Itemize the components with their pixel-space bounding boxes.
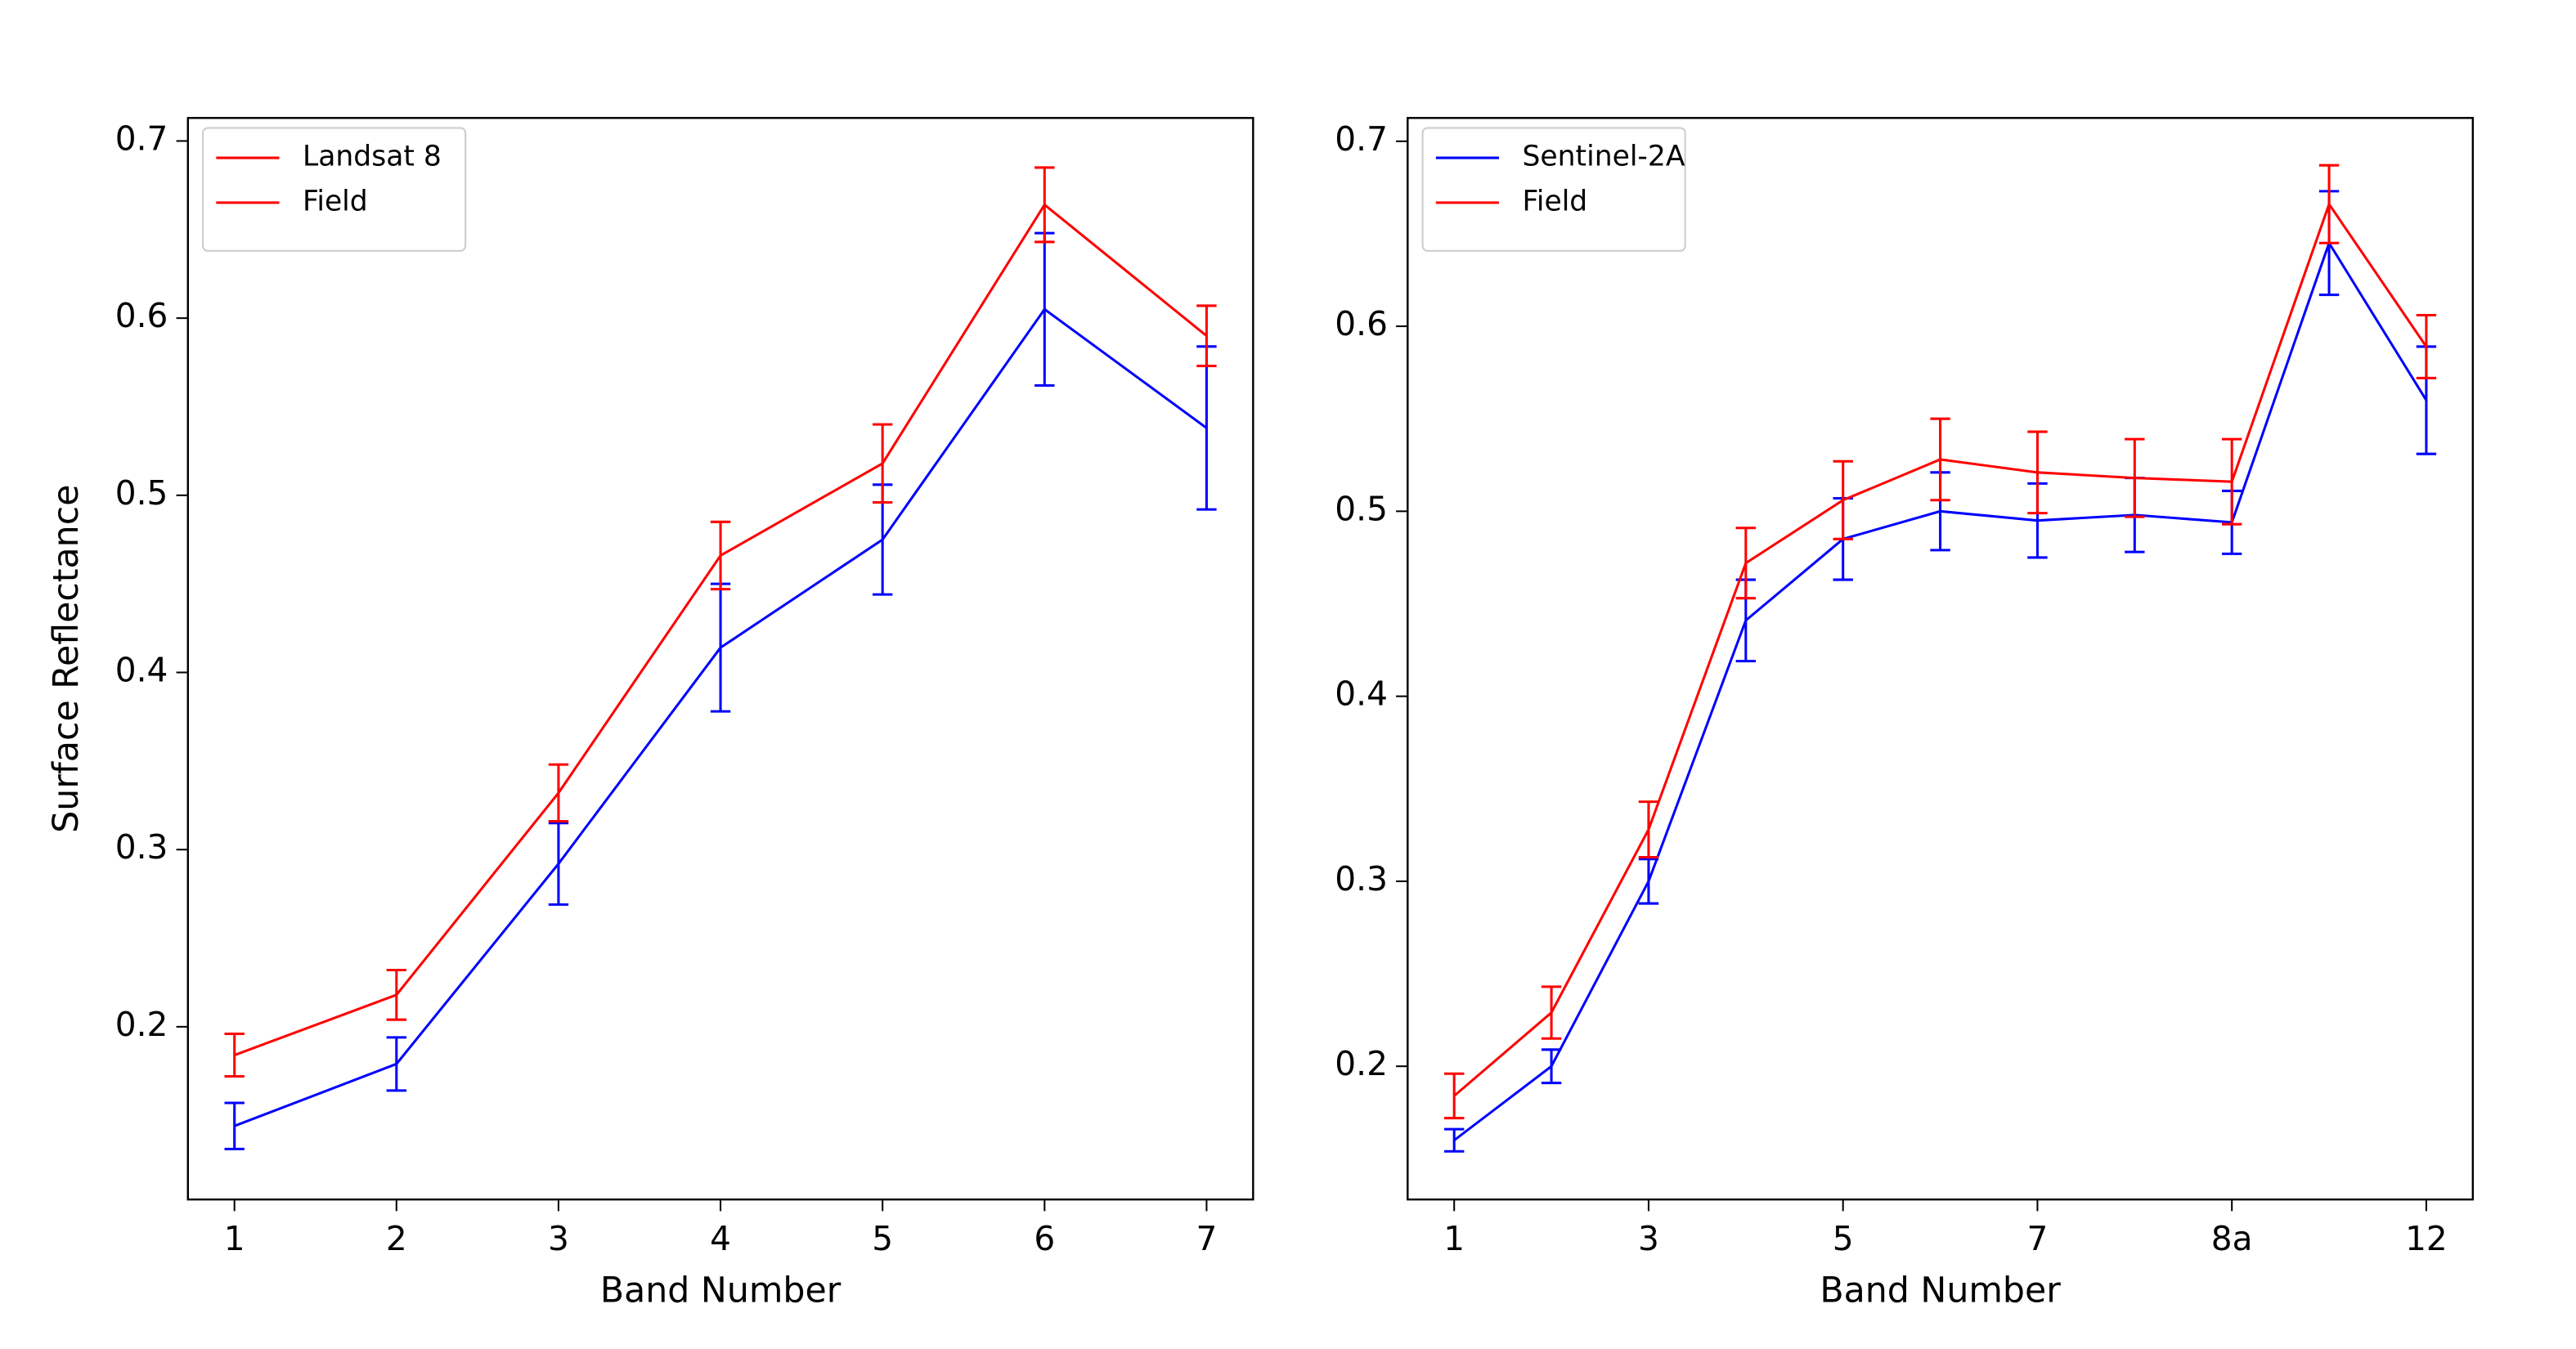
error-bar (548, 822, 569, 906)
x-tick-label: 1 (224, 1219, 245, 1258)
error-bar (1444, 1072, 1465, 1120)
y-tick-label: 0.6 (115, 296, 168, 335)
legend-label: Sentinel-2A (1523, 141, 1685, 173)
plot-frame (186, 117, 1254, 1201)
y-tick-label: 0.7 (1335, 119, 1388, 159)
y-tick-label: 0.2 (115, 1005, 168, 1044)
error-bar (710, 582, 731, 713)
x-tick-label: 8a (2211, 1219, 2253, 1258)
error-bar (1196, 345, 1217, 511)
y-tick-label: 0.3 (115, 827, 168, 867)
series-line (234, 307, 1208, 1127)
error-bar (2027, 430, 2048, 515)
y-tick-label: 0.5 (1335, 489, 1388, 528)
error-bar (2221, 437, 2242, 526)
x-tick-label: 12 (2405, 1219, 2448, 1258)
error-bar (1833, 459, 1853, 540)
error-bar (1735, 527, 1757, 600)
x-tick-label: 5 (1833, 1219, 1854, 1258)
y-tick-label: 0.2 (1335, 1044, 1388, 1083)
error-bar (1638, 800, 1659, 859)
legend-label: Field (303, 185, 368, 217)
error-bar (872, 423, 893, 504)
y-tick-label: 0.4 (115, 650, 168, 689)
x-axis-label: Band Number (1820, 1270, 2061, 1311)
error-bar (710, 520, 731, 591)
series-line (1453, 201, 2428, 1097)
x-tick-label: 1 (1443, 1219, 1465, 1258)
error-bar (386, 1036, 407, 1092)
error-bar (2318, 164, 2340, 244)
y-tick-label: 0.5 (115, 473, 168, 513)
error-bar (224, 1032, 245, 1078)
error-bar (548, 763, 569, 823)
x-tick-label: 3 (548, 1219, 569, 1258)
error-bar (1034, 166, 1055, 244)
x-tick-label: 6 (1034, 1219, 1055, 1258)
error-bar (1638, 858, 1659, 905)
error-bar (2416, 313, 2437, 379)
series-line (1453, 240, 2428, 1141)
error-bar (1196, 304, 1217, 368)
error-bar (386, 968, 407, 1021)
y-tick-label: 0.6 (1335, 304, 1388, 343)
y-tick-label: 0.4 (1335, 674, 1388, 714)
plot-frame (1407, 117, 2475, 1201)
error-bar (1541, 985, 1562, 1040)
error-bar (1034, 231, 1055, 387)
x-tick-label: 7 (2027, 1219, 2049, 1258)
x-tick-label: 7 (1196, 1219, 1218, 1258)
y-axis-label: Surface Reflectance (46, 485, 87, 833)
error-bar (1930, 417, 1950, 502)
y-tick-label: 0.7 (115, 119, 168, 158)
error-bar (1541, 1048, 1562, 1085)
error-bar (1444, 1127, 1465, 1153)
x-tick-label: 5 (872, 1219, 893, 1258)
y-tick-label: 0.3 (1335, 859, 1388, 899)
legend-label: Field (1523, 185, 1588, 217)
x-tick-label: 3 (1638, 1219, 1659, 1258)
x-tick-label: 2 (386, 1219, 407, 1258)
legend-label: Landsat 8 (303, 141, 442, 173)
error-bar (224, 1101, 245, 1150)
x-axis-label: Band Number (600, 1270, 841, 1311)
error-bar (2125, 437, 2145, 518)
x-tick-label: 4 (710, 1219, 731, 1258)
